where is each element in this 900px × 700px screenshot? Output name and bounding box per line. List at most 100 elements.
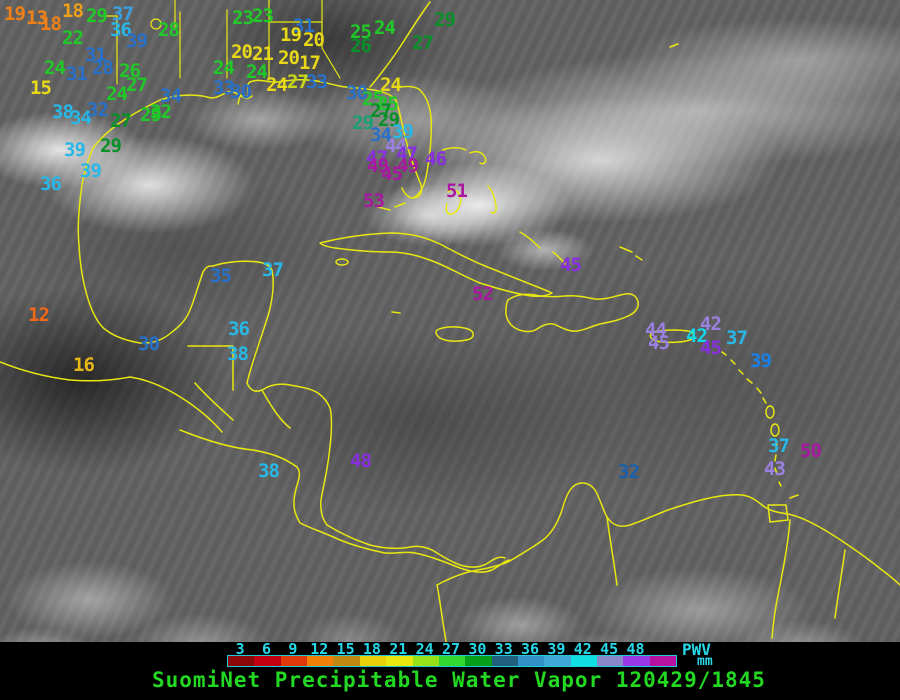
station-value: 24 bbox=[380, 74, 402, 96]
colorbar-tick-label: 18 bbox=[362, 640, 381, 658]
mexico-gulf-coast bbox=[77, 147, 214, 344]
station-value: 31 bbox=[293, 15, 315, 37]
station-value: 19 bbox=[4, 3, 26, 25]
colorbar-segment bbox=[544, 656, 571, 666]
station-value: 17 bbox=[299, 52, 321, 74]
colorbar-tick-label: 12 bbox=[310, 640, 329, 658]
florida-east-coast bbox=[399, 85, 432, 199]
station-value: 29 bbox=[352, 112, 374, 134]
station-value: 32 bbox=[618, 461, 640, 483]
station-value: 45 bbox=[560, 254, 582, 276]
station-value: 32 bbox=[87, 99, 109, 121]
station-value: 45 bbox=[700, 337, 722, 359]
yucatan-coast bbox=[212, 260, 274, 384]
station-value: 49 bbox=[397, 155, 419, 177]
colorbar-segment bbox=[333, 656, 360, 666]
colorbar-tick-label: 30 bbox=[468, 640, 487, 658]
station-value: 43 bbox=[764, 458, 786, 480]
colorbar-ticks: 3 6 9 12 15 18 21 24 27 30 33 36 39 42 45 48 bbox=[0, 642, 900, 700]
station-value: 32 bbox=[150, 101, 172, 123]
jamaica-coast bbox=[435, 326, 474, 342]
station-value: 39 bbox=[126, 30, 148, 52]
station-value: 13 bbox=[26, 7, 48, 29]
station-value: 28 bbox=[92, 57, 114, 79]
station-value: 45 bbox=[648, 332, 670, 354]
station-value: 24 bbox=[44, 57, 66, 79]
colorbar-segment bbox=[254, 656, 281, 666]
colorbar-tick-label: 6 bbox=[262, 640, 272, 658]
station-value: 20 bbox=[278, 47, 300, 69]
station-value: 39 bbox=[80, 160, 102, 182]
station-value: 30 bbox=[346, 82, 368, 104]
station-value: 34 bbox=[70, 107, 92, 129]
station-value: 53 bbox=[363, 190, 385, 212]
station-value: 29 bbox=[140, 104, 162, 126]
station-value: 39 bbox=[750, 350, 772, 372]
station-value: 18 bbox=[62, 0, 84, 22]
colorbar-segment bbox=[517, 656, 545, 666]
station-value: 26 bbox=[119, 60, 141, 82]
colorbar-segment bbox=[438, 656, 466, 666]
station-value: 33 bbox=[306, 71, 328, 93]
cayman bbox=[391, 311, 401, 314]
map-title: SuomiNet Precipitable Water Vapor 120429… bbox=[152, 668, 766, 692]
station-value: 34 bbox=[370, 124, 392, 146]
colorbar-segment bbox=[597, 656, 624, 666]
colorbar-tick-label: 33 bbox=[494, 640, 513, 658]
station-value: 38 bbox=[258, 460, 280, 482]
station-value: 36 bbox=[228, 318, 250, 340]
station-value: 20 bbox=[231, 41, 253, 63]
legend-footer: 3 6 9 12 15 18 21 24 27 30 33 36 39 42 45 48 PWV mm Suo… bbox=[0, 640, 900, 700]
station-value: 31 bbox=[85, 44, 107, 66]
station-value: 49 bbox=[367, 155, 389, 177]
station-value: 47 bbox=[396, 143, 418, 165]
colorbar-tick-label: 27 bbox=[441, 640, 461, 658]
station-value: 36 bbox=[110, 19, 132, 41]
hispaniola-coast bbox=[505, 293, 639, 333]
colorbar-tick-label: 15 bbox=[336, 640, 355, 658]
station-value: 36 bbox=[40, 173, 62, 195]
station-value: 21 bbox=[252, 43, 274, 65]
station-value: 45 bbox=[381, 163, 403, 185]
colorbar-segment bbox=[280, 656, 308, 666]
ca-borders bbox=[194, 382, 291, 429]
station-value: 52 bbox=[472, 283, 494, 305]
station-value: 37 bbox=[112, 3, 134, 25]
isla-juventud bbox=[335, 258, 349, 266]
colorbar-segment bbox=[465, 656, 492, 666]
station-value: 19 bbox=[280, 24, 302, 46]
station-value: 33 bbox=[213, 77, 235, 99]
station-value: 39 bbox=[392, 121, 414, 143]
station-value: 38 bbox=[227, 343, 249, 365]
colorbar-segment bbox=[386, 656, 413, 666]
colorbar-tick-label: 36 bbox=[521, 640, 540, 658]
station-value: 27 bbox=[110, 110, 132, 132]
colorbar-segment bbox=[649, 656, 677, 666]
station-value: 37 bbox=[262, 259, 284, 281]
colorbar-tick-label: 45 bbox=[600, 640, 619, 658]
bermuda bbox=[669, 43, 679, 48]
colorbar-segment bbox=[570, 656, 598, 666]
station-value: 12 bbox=[28, 304, 50, 326]
mississippi-delta bbox=[236, 91, 253, 105]
station-value: 29 bbox=[378, 109, 400, 131]
colorbar-segment bbox=[359, 656, 387, 666]
gulf-coast bbox=[92, 78, 423, 199]
colorbar-segment bbox=[228, 656, 255, 666]
station-value: 18 bbox=[40, 13, 62, 35]
station-value: 29 bbox=[86, 5, 108, 27]
station-value: 23 bbox=[252, 5, 274, 27]
colorbar-segment bbox=[623, 656, 650, 666]
mm-units-label: mm bbox=[697, 654, 713, 669]
station-value: 25 bbox=[377, 93, 399, 115]
puerto-rico-coast bbox=[649, 329, 694, 344]
station-value: 26 bbox=[350, 35, 372, 57]
colorbar-tick-label: 3 bbox=[235, 640, 245, 658]
station-value: 23 bbox=[232, 7, 254, 29]
station-value: 30 bbox=[230, 81, 252, 103]
station-value: 24 bbox=[246, 61, 268, 83]
